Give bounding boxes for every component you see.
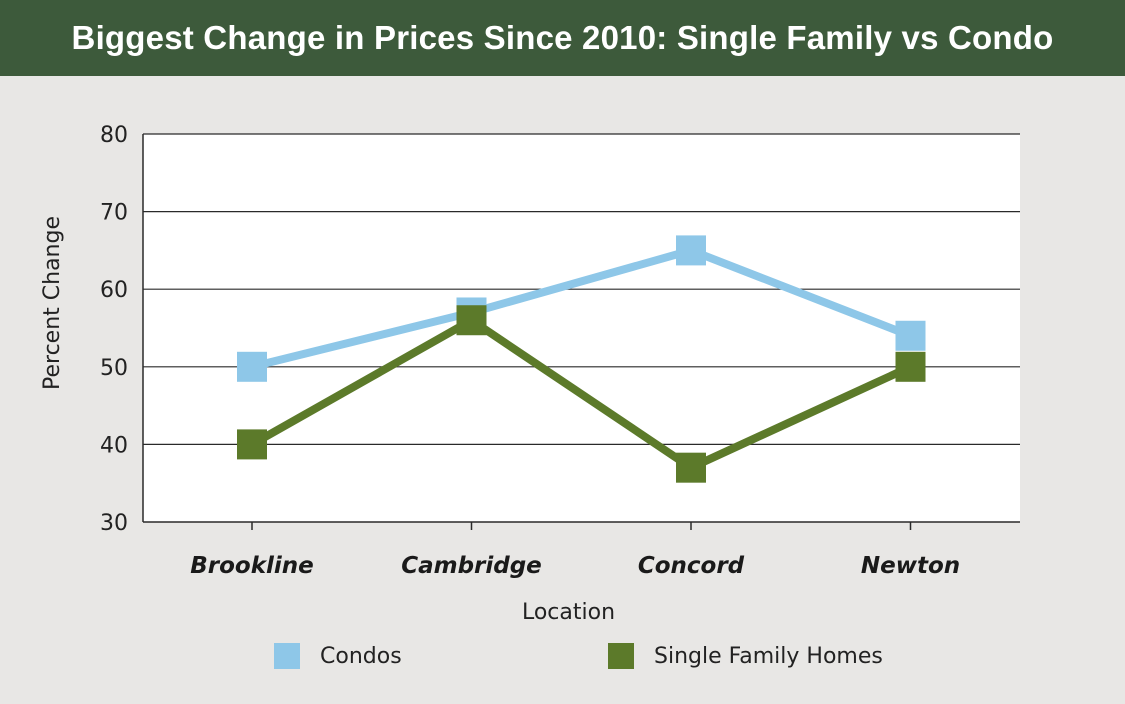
y-tick-label-70: 70: [100, 201, 128, 226]
x-tick-label-concord: Concord: [638, 553, 745, 579]
y-axis-label: Percent Change: [40, 216, 65, 390]
point-single-family-homes-brookline: [237, 429, 267, 460]
y-tick-label-60: 60: [100, 278, 128, 303]
x-tick-label-brookline: Brookline: [190, 553, 314, 579]
point-condos-brookline: [237, 351, 267, 382]
series-line-single-family-homes: [248, 316, 915, 472]
y-tick-label-30: 30: [100, 511, 128, 536]
x-tick-label-cambridge: Cambridge: [401, 553, 542, 579]
y-tick-label-40: 40: [100, 433, 128, 458]
point-condos-newton: [895, 320, 926, 351]
legend-swatch-condos: [274, 643, 300, 669]
point-single-family-homes-newton: [895, 351, 926, 382]
y-tick-label-80: 80: [100, 123, 128, 148]
legend-label-condos: Condos: [320, 643, 402, 669]
legend-item-single-family: Single Family Homes: [608, 643, 883, 669]
x-axis-label: Location: [522, 600, 615, 625]
legend-item-condos: Condos: [274, 643, 402, 669]
chart-title: Biggest Change in Prices Since 2010: Sin…: [71, 19, 1054, 56]
title-bar: Biggest Change in Prices Since 2010: Sin…: [0, 0, 1125, 76]
point-condos-concord: [676, 235, 706, 266]
series-line-condos: [248, 246, 915, 371]
x-tick-label-newton: Newton: [861, 553, 960, 579]
point-single-family-homes-concord: [676, 452, 706, 483]
y-tick-label-50: 50: [100, 356, 128, 381]
plot-background: [143, 134, 1020, 522]
legend-swatch-single-family: [608, 643, 634, 669]
point-single-family-homes-cambridge: [456, 305, 487, 336]
legend-label-single-family: Single Family Homes: [654, 643, 883, 669]
